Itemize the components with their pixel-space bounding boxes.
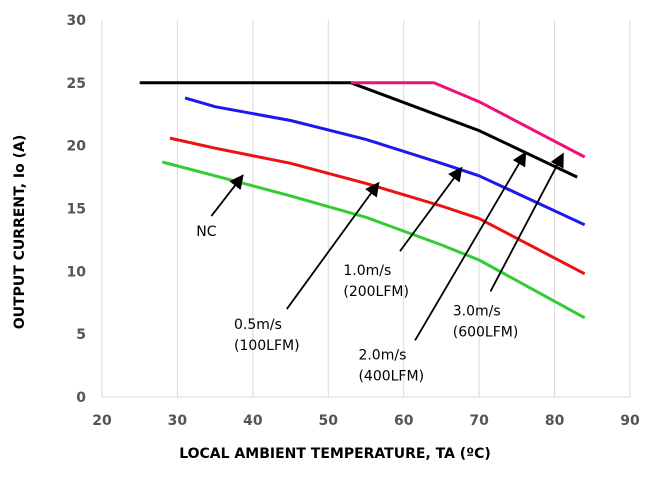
y-tick-label: 10 [67, 264, 87, 280]
annotation-label: 0.5m/s (100LFM) [234, 317, 300, 354]
series-group [139, 81, 586, 320]
annotation-label: NC [196, 224, 216, 240]
series-line [139, 81, 578, 179]
series-line [161, 160, 586, 320]
annotation-arrow [414, 151, 527, 341]
annotation-arrow [489, 152, 564, 292]
x-axis: 20 30 40 50 60 70 80 90 [92, 413, 640, 429]
series-line [350, 81, 586, 159]
annotation-label: 2.0m/s (400LFM) [358, 347, 424, 384]
y-tick-label: 30 [67, 13, 87, 29]
y-axis: 0 5 10 15 20 25 30 [67, 13, 87, 406]
x-tick-label: 80 [545, 413, 565, 429]
x-tick-label: 90 [620, 413, 640, 429]
x-tick-label: 30 [168, 413, 188, 429]
annotation-arrow [210, 174, 244, 217]
x-tick-label: 40 [243, 413, 263, 429]
x-tick-label: 70 [469, 413, 489, 429]
x-tick-label: 60 [394, 413, 414, 429]
y-tick-label: 25 [67, 76, 86, 92]
y-tick-label: 15 [67, 202, 86, 218]
x-tick-label: 50 [319, 413, 339, 429]
series-line [184, 96, 586, 227]
annotation-label: 1.0m/s (200LFM) [343, 263, 409, 300]
annotation-arrow [399, 166, 463, 252]
y-tick-label: 0 [76, 390, 86, 406]
y-axis-label: OUTPUT CURRENT, Io (A) [12, 135, 28, 329]
x-axis-label: LOCAL AMBIENT TEMPERATURE, TA (ºC) [179, 446, 491, 462]
y-tick-label: 20 [67, 139, 87, 155]
annotation-label: 3.0m/s (600LFM) [453, 303, 519, 340]
annotations: NC 0.5m/s (100LFM) 1.0m/s (200LFM) 2.0m/s (400… [196, 151, 564, 384]
annotation-arrow [286, 181, 380, 310]
x-tick-label: 20 [92, 413, 112, 429]
y-tick-label: 5 [76, 327, 86, 343]
